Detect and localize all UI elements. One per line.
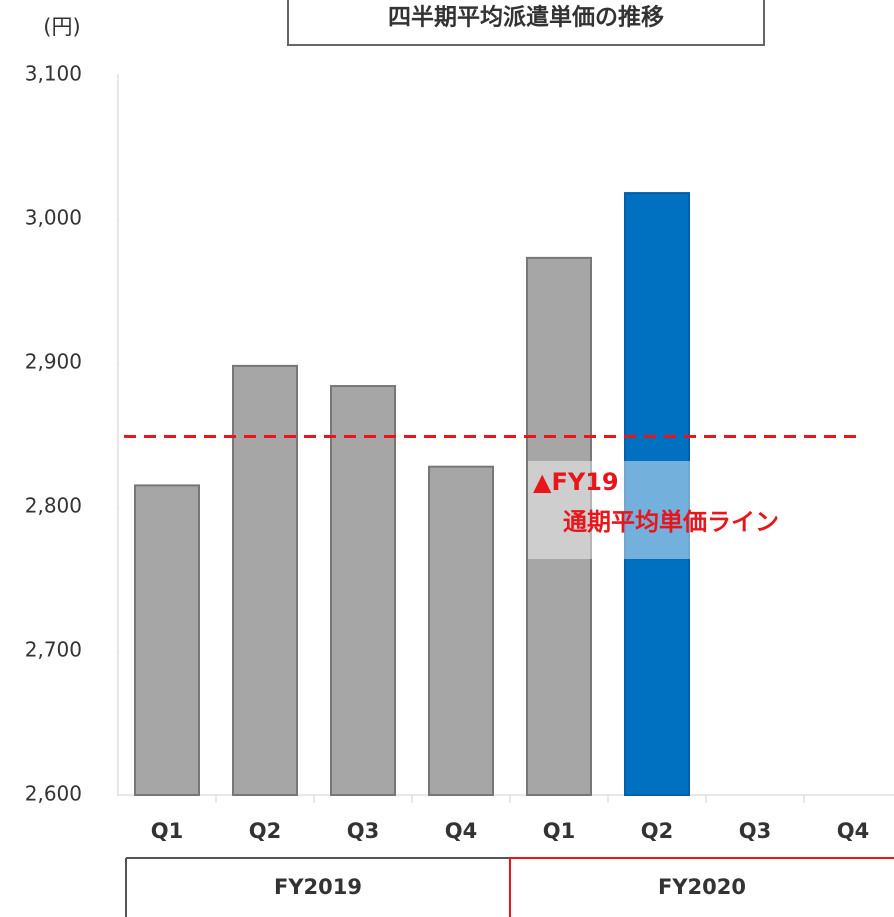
x-tick-label: Q1 [543,819,575,843]
x-tick-label: Q4 [445,819,477,843]
bar [624,192,690,796]
annotation-box [528,461,690,559]
y-tick-label: 2,900 [25,350,82,374]
x-tick-label: Q2 [249,819,281,843]
bar [232,364,298,796]
x-tick-label: Q2 [641,819,673,843]
y-tick-label: 2,600 [25,782,82,806]
x-tick-label: Q4 [837,819,869,843]
annotation-text: ▲FY19 [533,468,619,496]
x-tick-label: Q3 [347,819,379,843]
y-unit: (円) [43,15,80,39]
y-tick-label: 3,100 [25,62,82,86]
chart-title: 四半期平均派遣単価の推移 [388,4,664,31]
y-tick-label: 3,000 [25,206,82,230]
y-tick-label: 2,700 [25,638,82,662]
group-label: FY2019 [274,875,362,899]
annotation-text: 通期平均単価ライン [563,508,779,536]
x-tick-label: Q1 [151,819,183,843]
bar [134,484,200,796]
x-tick-label: Q3 [739,819,771,843]
bar [428,465,494,796]
group-label: FY2020 [658,875,746,899]
y-tick-label: 2,800 [25,494,82,518]
bar [330,385,396,796]
bar [526,256,592,796]
title-box [287,0,765,46]
